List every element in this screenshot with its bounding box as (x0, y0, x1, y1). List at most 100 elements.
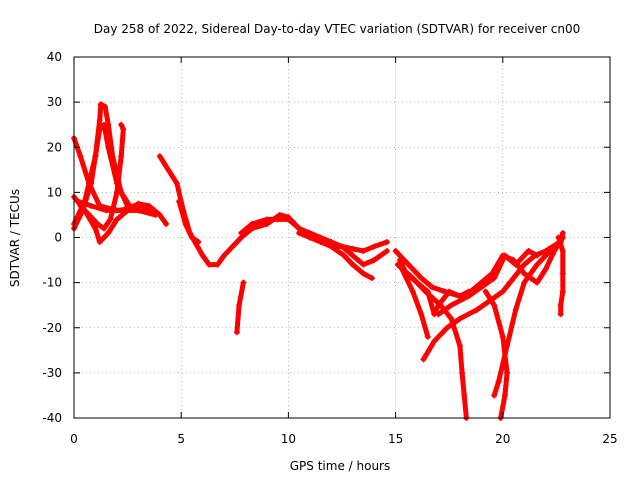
data-point-marker (446, 288, 453, 295)
data-point-marker (341, 252, 348, 259)
data-point-marker (319, 239, 326, 246)
data-point-marker (418, 275, 425, 282)
data-point-marker (521, 279, 528, 286)
data-point-marker (501, 252, 508, 259)
data-point-marker (156, 153, 163, 160)
data-point-marker (405, 261, 412, 268)
data-point-marker (360, 248, 367, 255)
y-tick-label: 30 (47, 95, 62, 109)
grid-lines (74, 57, 610, 418)
data-point-marker (474, 306, 481, 313)
data-point-marker (534, 261, 541, 268)
data-point-marker (113, 216, 120, 223)
data-point-marker (146, 207, 153, 214)
data-point-marker (431, 338, 438, 345)
data-point-marker (559, 288, 566, 295)
data-point-marker (240, 279, 247, 286)
data-point-marker (512, 261, 519, 268)
data-point-marker (248, 220, 255, 227)
y-tick-label: 10 (47, 185, 62, 199)
data-point-marker (103, 207, 110, 214)
data-point-marker (349, 245, 356, 252)
y-tick-label: -30 (42, 366, 62, 380)
data-point-marker (369, 275, 376, 282)
data-point-marker (77, 153, 84, 160)
data-point-marker (360, 270, 367, 277)
data-point-marker (501, 392, 508, 399)
data-point-marker (510, 275, 517, 282)
data-point-marker (274, 216, 281, 223)
data-point-marker (420, 356, 427, 363)
data-point-marker (96, 117, 103, 124)
data-point-marker (360, 261, 367, 268)
data-point-marker (429, 284, 436, 291)
data-point-marker (465, 288, 472, 295)
data-point-marker (118, 189, 125, 196)
data-point-marker (431, 311, 438, 318)
data-point-marker (96, 239, 103, 246)
data-point-marker (233, 329, 240, 336)
data-series-arc-10 (296, 229, 376, 282)
data-point-marker (504, 369, 511, 376)
series-trace (234, 280, 246, 335)
data-point-marker (120, 126, 127, 133)
data-point-marker (81, 207, 88, 214)
y-tick-label: 20 (47, 140, 62, 154)
y-tick-label: 40 (47, 50, 62, 64)
data-series-arc-11 (233, 279, 247, 336)
data-point-marker (214, 261, 221, 268)
series-trace (399, 266, 431, 340)
data-point-marker (263, 216, 270, 223)
data-series-arc-8 (176, 198, 202, 246)
data-point-marker (491, 302, 498, 309)
x-tick-label: 25 (602, 432, 617, 446)
series-trace (176, 198, 201, 245)
data-point-marker (403, 270, 410, 277)
data-point-marker (296, 229, 303, 236)
data-point-marker (349, 261, 356, 268)
data-point-marker (491, 392, 498, 399)
data-point-marker (512, 306, 519, 313)
axis-ticks: 0 5 10 15 20 25 -40 -30 -20 -10 0 10 20 30 40 (42, 50, 617, 446)
data-point-marker (499, 288, 506, 295)
data-point-marker (384, 248, 391, 255)
data-point-marker (156, 211, 163, 218)
data-point-marker (285, 216, 292, 223)
data-point-marker (448, 302, 455, 309)
data-point-marker (456, 293, 463, 300)
data-point-marker (424, 333, 431, 340)
data-point-marker (173, 180, 180, 187)
series-trace (296, 230, 375, 281)
data-point-marker (414, 279, 421, 286)
x-tick-label: 0 (70, 432, 78, 446)
data-point-marker (542, 266, 549, 273)
data-point-marker (221, 252, 228, 259)
data-point-marker (392, 248, 399, 255)
data-point-marker (459, 369, 466, 376)
data-series-arc-19 (555, 234, 566, 318)
x-axis-label: GPS time / hours (290, 459, 391, 473)
data-point-marker (206, 261, 213, 268)
data-point-marker (306, 234, 313, 241)
data-point-marker (499, 333, 506, 340)
data-point-marker (559, 270, 566, 277)
data-point-marker (349, 252, 356, 259)
data-point-marker (328, 243, 335, 250)
data-point-marker (105, 121, 112, 128)
data-point-marker (199, 252, 206, 259)
data-point-marker (521, 261, 528, 268)
data-point-marker (461, 392, 468, 399)
data-point-marker (102, 103, 109, 110)
data-point-marker (456, 315, 463, 322)
data-point-marker (101, 225, 108, 232)
data-point-marker (559, 229, 566, 236)
series-layer (71, 101, 566, 421)
x-tick-label: 15 (388, 432, 403, 446)
data-point-marker (339, 243, 345, 250)
data-point-marker (118, 153, 125, 160)
data-point-marker (97, 101, 104, 108)
data-series-arc-18 (491, 229, 566, 399)
data-series-arc-20 (396, 257, 472, 318)
data-point-marker (131, 202, 138, 209)
data-point-marker (482, 288, 489, 295)
